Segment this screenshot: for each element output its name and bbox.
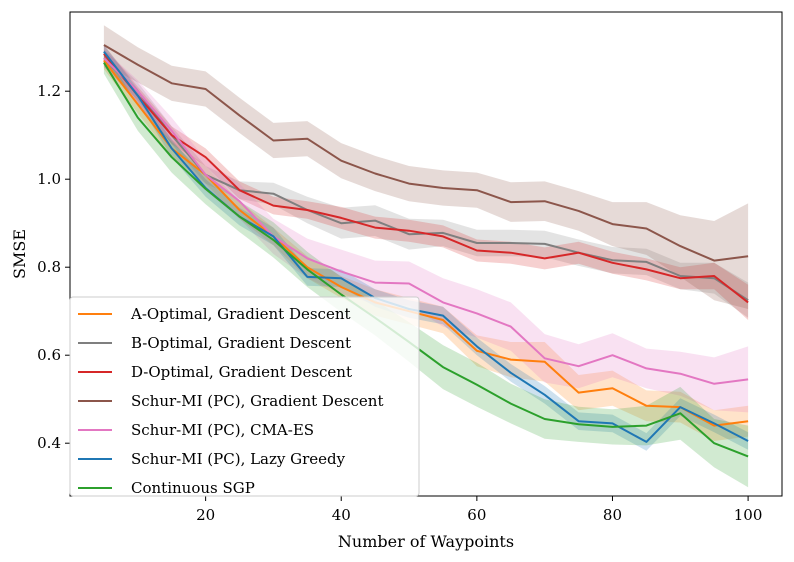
y-tick-label: 0.6	[37, 346, 61, 364]
x-axis-label: Number of Waypoints	[338, 532, 514, 551]
band-b-optimal-gradient-descent	[103, 49, 749, 318]
legend: A-Optimal, Gradient Descent B-Optimal, Gr…	[69, 296, 420, 497]
band-schur-mi-pc-cma-es	[103, 49, 749, 413]
y-tick-label: 0.8	[37, 258, 61, 276]
band-schur-mi-pc-lazy-greedy	[103, 45, 749, 451]
legend-label-schur-mi-pc-lazy-greedy: Schur-MI (PC), Lazy Greedy	[131, 450, 346, 468]
x-tick-label: 80	[603, 506, 622, 524]
y-tick-label: 0.4	[37, 434, 61, 452]
plot-frame	[69, 11, 783, 497]
legend-label-d-optimal-gradient-descent: D-Optimal, Gradient Descent	[131, 363, 352, 381]
x-tick-label: 20	[196, 506, 215, 524]
legend-label-b-optimal-gradient-descent: B-Optimal, Gradient Descent	[131, 334, 351, 352]
x-axis-ticks: 20 40 60 80 100	[196, 496, 762, 524]
line-continuous-sgp	[103, 62, 749, 458]
line-schur-mi-pc-gradient-descent	[103, 44, 749, 262]
legend-label-schur-mi-pc-cma-es: Schur-MI (PC), CMA-ES	[131, 421, 314, 439]
band-a-optimal-gradient-descent	[103, 51, 749, 441]
y-tick-label: 1.0	[37, 170, 61, 188]
legend-label-schur-mi-pc-gradient-descent: Schur-MI (PC), Gradient Descent	[131, 392, 384, 410]
confidence-bands	[103, 25, 749, 488]
x-tick-label: 60	[467, 506, 486, 524]
series-lines	[103, 44, 749, 458]
x-tick-label: 40	[332, 506, 351, 524]
line-schur-mi-pc-cma-es	[103, 57, 749, 385]
line-a-optimal-gradient-descent	[103, 59, 749, 427]
y-axis-ticks: 0.4 0.6 0.8 1.0 1.2	[37, 82, 70, 452]
y-axis-label: SMSE	[10, 229, 29, 279]
y-tick-label: 1.2	[37, 82, 61, 100]
legend-label-a-optimal-gradient-descent: A-Optimal, Gradient Descent	[130, 305, 351, 323]
band-d-optimal-gradient-descent	[103, 45, 749, 320]
legend-label-continuous-sgp: Continuous SGP	[131, 479, 255, 497]
x-tick-label: 100	[734, 506, 763, 524]
legend-box	[69, 296, 420, 497]
line-d-optimal-gradient-descent	[103, 53, 749, 304]
